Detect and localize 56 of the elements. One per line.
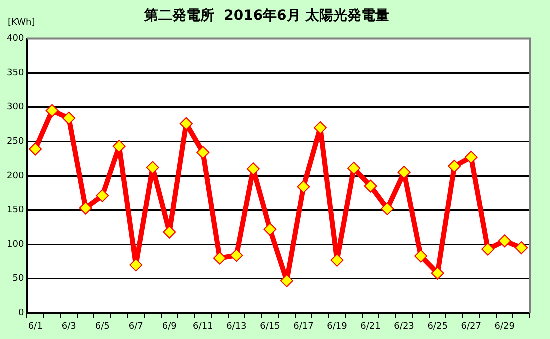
x-tick-label: 6/9 (162, 322, 178, 332)
point (280, 274, 294, 288)
x-tick-label: 6/17 (294, 322, 314, 332)
point (431, 266, 444, 280)
point (130, 258, 143, 272)
point (213, 252, 226, 265)
point (230, 249, 244, 262)
x-tick-label: 6/3 (62, 322, 76, 332)
point (112, 140, 126, 153)
x-tick-label: 6/11 (193, 322, 214, 332)
chart-title: 第二発電所 2016年6月 太陽光発電量 (143, 8, 390, 24)
y-tick-label: 350 (6, 68, 24, 78)
y-axis-title: [KWh] (8, 18, 36, 28)
x-tick-label: 6/5 (95, 322, 110, 332)
point (246, 162, 260, 176)
x-tick-label: 6/23 (394, 322, 414, 332)
point (163, 226, 176, 239)
point (414, 250, 428, 263)
point (498, 234, 512, 248)
y-tick-label: 50 (12, 274, 24, 284)
point (464, 150, 478, 164)
point (297, 180, 310, 194)
x-tick-label: 6/1 (28, 322, 43, 332)
point (381, 202, 394, 216)
point (264, 223, 277, 236)
point (180, 117, 193, 130)
point (364, 180, 378, 193)
x-tick-label: 6/13 (226, 322, 247, 332)
point (314, 121, 327, 134)
point (398, 166, 411, 180)
point (146, 161, 160, 174)
point (29, 142, 42, 156)
point (515, 242, 528, 255)
x-tick-label: 6/27 (461, 322, 482, 332)
x-tick-label: 6/7 (128, 322, 144, 332)
point (62, 112, 76, 125)
y-tick-label: 100 (6, 240, 24, 250)
y-tick-label: 150 (6, 206, 24, 216)
point (46, 104, 59, 118)
x-tick-label: 6/19 (327, 322, 348, 332)
x-tick-label: 6/21 (360, 322, 381, 332)
point (448, 160, 462, 173)
point (330, 254, 344, 267)
y-tick-label: 200 (6, 171, 24, 182)
point (196, 146, 210, 160)
y-tick-label: 0 (18, 308, 24, 319)
point (348, 162, 361, 175)
x-tick-label: 6/15 (260, 322, 280, 332)
point (79, 202, 92, 215)
x-tick-label: 6/29 (494, 322, 516, 332)
point (482, 242, 495, 256)
point (96, 189, 110, 202)
y-tick-label: 250 (6, 137, 24, 148)
y-tick-label: 300 (6, 102, 24, 113)
x-tick-label: 6/25 (428, 322, 448, 332)
y-tick-label: 400 (6, 34, 24, 44)
